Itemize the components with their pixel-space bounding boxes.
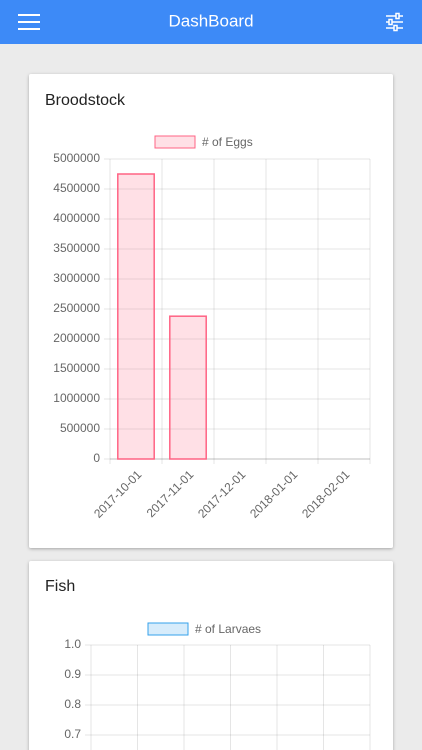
card <box>29 74 393 548</box>
y-tick-label: 2500000 <box>53 301 100 315</box>
y-tick-label: 0 <box>93 451 100 465</box>
header-title: DashBoard <box>168 11 253 30</box>
y-tick-label: 3500000 <box>53 241 100 255</box>
card-title: Fish <box>45 578 75 595</box>
y-tick-label: 5000000 <box>53 151 100 165</box>
y-tick-label: 1000000 <box>53 391 100 405</box>
card-title: Broodstock <box>45 92 126 109</box>
y-tick-label: 0.8 <box>64 697 81 711</box>
legend-label: # of Larvaes <box>195 622 261 636</box>
y-tick-label: 1500000 <box>53 361 100 375</box>
y-tick-label: 500000 <box>60 421 100 435</box>
y-tick-label: 0.7 <box>64 727 81 741</box>
legend-swatch <box>147 622 189 636</box>
filter-button[interactable] <box>386 12 403 32</box>
bar <box>169 315 207 460</box>
card <box>29 561 393 750</box>
y-tick-label: 0.9 <box>64 667 81 681</box>
y-tick-label: 2000000 <box>53 331 100 345</box>
y-tick-label: 1.0 <box>64 637 81 651</box>
legend-swatch <box>154 135 196 149</box>
y-tick-label: 4000000 <box>53 211 100 225</box>
menu-button[interactable] <box>18 14 40 30</box>
header-bar <box>0 0 422 44</box>
y-tick-label: 3000000 <box>53 271 100 285</box>
y-tick-label: 4500000 <box>53 181 100 195</box>
legend-label: # of Eggs <box>202 135 253 149</box>
bar <box>117 173 155 460</box>
